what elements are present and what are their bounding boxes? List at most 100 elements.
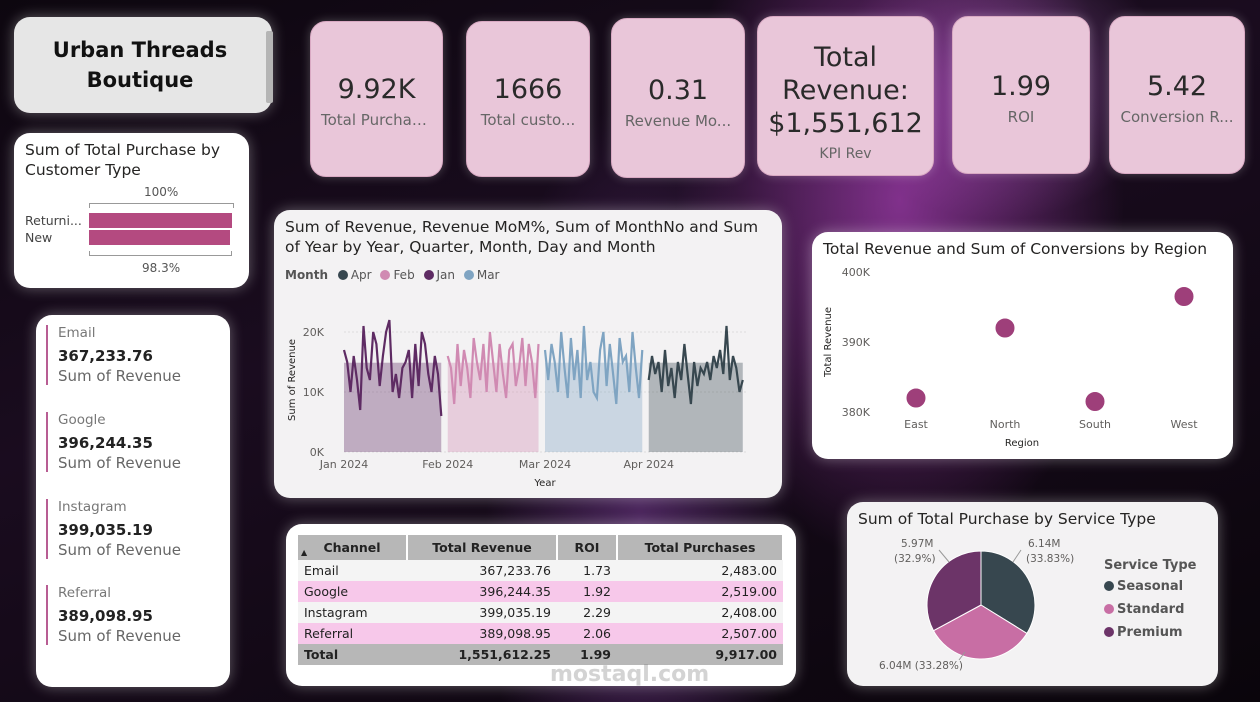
kpi-label: Total custo... bbox=[480, 111, 576, 129]
legend-label: Apr bbox=[350, 268, 372, 282]
revenue-chart-legend: Month Apr Feb Jan Mar bbox=[285, 268, 499, 282]
legend-dot-icon bbox=[1104, 581, 1114, 591]
legend-item-jan[interactable]: Jan bbox=[423, 268, 455, 282]
x-tick-label: Jan 2024 bbox=[319, 458, 368, 471]
cell-channel: Email bbox=[298, 560, 407, 581]
area-mar bbox=[545, 362, 643, 452]
pie-label-seasonal: 6.14M bbox=[1028, 538, 1060, 550]
table-row[interactable]: Email 367,233.76 1.73 2,483.00 bbox=[298, 560, 783, 581]
kpi-value: 9.92K bbox=[337, 74, 416, 105]
channel-name: Instagram bbox=[58, 499, 127, 515]
y-tick-label: 20K bbox=[303, 326, 325, 339]
pie-slice-premium bbox=[926, 550, 982, 632]
pie-legend-item-standard[interactable]: Standard bbox=[1104, 602, 1197, 617]
cell-total-revenue: 367,233.76 bbox=[407, 560, 557, 581]
region-scatter-chart-card[interactable]: Total Revenue and Sum of Conversions by … bbox=[812, 232, 1233, 459]
cell-channel: Referral bbox=[298, 623, 407, 644]
legend-label: Premium bbox=[1117, 625, 1183, 640]
kpi-total-revenue[interactable]: Total Revenue: $1,551,612 KPI Rev bbox=[757, 16, 934, 176]
line-apr bbox=[647, 325, 744, 405]
service-type-pie-card[interactable]: Sum of Total Purchase by Service Type 6.… bbox=[847, 502, 1218, 686]
channel-table: ▲ Channel Total Revenue ROI Total Purchas… bbox=[298, 535, 784, 665]
revenue-area-chart-card[interactable]: Sum of Revenue, Revenue MoM%, Sum of Mon… bbox=[274, 210, 782, 498]
legend-item-feb[interactable]: Feb bbox=[380, 268, 415, 282]
channel-sub: Sum of Revenue bbox=[58, 454, 181, 472]
legend-label: Mar bbox=[476, 268, 500, 282]
table-row[interactable]: Referral 389,098.95 2.06 2,507.00 bbox=[298, 623, 783, 644]
customer-type-bar-1[interactable] bbox=[89, 230, 230, 245]
customer-type-chart-card[interactable]: Sum of Total Purchase by Customer Type 1… bbox=[14, 133, 249, 288]
cell-total-purchases: 9,917.00 bbox=[617, 644, 783, 665]
pie-legend-item-premium[interactable]: Premium bbox=[1104, 625, 1197, 640]
legend-dot-icon bbox=[1104, 627, 1114, 637]
pie-legend-item-seasonal[interactable]: Seasonal bbox=[1104, 579, 1197, 594]
kpi-total-customers[interactable]: 1666 Total custo... bbox=[466, 21, 590, 177]
legend-label: Seasonal bbox=[1117, 579, 1184, 594]
cell-channel: Google bbox=[298, 581, 407, 602]
channel-card-instagram[interactable]: Instagram 399,035.19 Sum of Revenue bbox=[46, 499, 228, 559]
legend-dot-icon bbox=[463, 270, 474, 280]
legend-dot-icon bbox=[380, 270, 391, 280]
y-axis-title: Sum of Revenue bbox=[287, 339, 298, 421]
legend-title: Month bbox=[285, 268, 329, 282]
kpi-value: 5.42 bbox=[1146, 71, 1208, 102]
title-scrollbar[interactable] bbox=[266, 31, 273, 103]
kpi-total-purchases[interactable]: 9.92K Total Purchases bbox=[310, 21, 443, 177]
table-row[interactable]: Instagram 399,035.19 2.29 2,408.00 bbox=[298, 602, 783, 623]
kpi-value: 1.99 bbox=[990, 71, 1052, 102]
channel-sub: Sum of Revenue bbox=[58, 541, 181, 559]
watermark: mostaql.com bbox=[550, 662, 710, 687]
channel-card-email[interactable]: Email 367,233.76 Sum of Revenue bbox=[46, 325, 228, 385]
legend-item-mar[interactable]: Mar bbox=[463, 268, 500, 282]
table-row[interactable]: Google 396,244.35 1.92 2,519.00 bbox=[298, 581, 783, 602]
service-pie-plot: 6.14M (33.83%) 6.04M (33.28%) 5.97M (32.9%) bbox=[879, 538, 1074, 672]
cell-total-purchases: 2,507.00 bbox=[617, 623, 783, 644]
kpi-value: Total Revenue: $1,551,612 bbox=[768, 42, 923, 139]
customer-type-bar-0[interactable] bbox=[89, 213, 232, 228]
channel-card-google[interactable]: Google 396,244.35 Sum of Revenue bbox=[46, 412, 228, 472]
table-header-roi[interactable]: ROI bbox=[557, 535, 618, 560]
y-tick-label: 10K bbox=[303, 386, 325, 399]
table-header-total-purchases[interactable]: Total Purchases bbox=[617, 535, 784, 560]
cell-total-revenue: 399,035.19 bbox=[407, 602, 557, 623]
kpi-revenue-mom[interactable]: 0.31 Revenue Mo... bbox=[611, 18, 745, 178]
pie-legend-title: Service Type bbox=[1104, 558, 1197, 573]
legend-label: Standard bbox=[1117, 602, 1185, 617]
kpi-roi[interactable]: 1.99 ROI bbox=[952, 16, 1090, 174]
cell-total-purchases: 2,483.00 bbox=[617, 560, 783, 581]
revenue-area-plot: 0K 10K 20K Jan 2024 Feb 2024 Mar 2024 Apr 2024… bbox=[287, 319, 746, 489]
cell-roi: 2.29 bbox=[557, 602, 617, 623]
region-scatter-plot: 380K 390K 400K East North South West Region Tota… bbox=[823, 266, 1198, 449]
x-tick-label: Apr 2024 bbox=[623, 458, 674, 471]
table-header-total-revenue[interactable]: Total Revenue bbox=[407, 535, 558, 560]
page-title: Urban Threads Boutique bbox=[52, 38, 228, 92]
customer-type-bottom-label: 98.3% bbox=[142, 261, 181, 275]
x-axis-title: Year bbox=[533, 478, 556, 489]
legend-item-apr[interactable]: Apr bbox=[337, 268, 372, 282]
area-feb bbox=[447, 362, 539, 452]
region-chart-title: Total Revenue and Sum of Conversions by … bbox=[823, 240, 1208, 258]
customer-type-bottom-bracket bbox=[89, 251, 232, 256]
channel-value: 367,233.76 bbox=[58, 347, 153, 365]
cell-total-label: Total bbox=[298, 644, 407, 665]
cell-total-purchases: 2,519.00 bbox=[617, 581, 783, 602]
kpi-value: 1666 bbox=[493, 74, 563, 105]
channel-sub: Sum of Revenue bbox=[58, 367, 181, 385]
x-axis-title: Region bbox=[1005, 438, 1039, 449]
channel-name: Referral bbox=[58, 585, 112, 601]
channel-value: 399,035.19 bbox=[58, 521, 153, 539]
table-header-channel[interactable]: ▲ Channel bbox=[298, 535, 408, 560]
pie-label-standard: 6.04M (33.28%) bbox=[879, 660, 963, 672]
y-tick-label: 400K bbox=[842, 266, 871, 279]
customer-type-cat-0: Returni... bbox=[25, 213, 82, 228]
y-axis-title: Total Revenue bbox=[823, 307, 834, 378]
scatter-point-south bbox=[1084, 391, 1106, 412]
kpi-conversion-rate[interactable]: 5.42 Conversion R... bbox=[1109, 16, 1245, 174]
line-feb bbox=[446, 331, 540, 405]
channel-card-referral[interactable]: Referral 389,098.95 Sum of Revenue bbox=[46, 585, 228, 645]
x-tick-label: West bbox=[1170, 418, 1198, 431]
service-pie-title: Sum of Total Purchase by Service Type bbox=[858, 510, 1156, 528]
y-tick-label: 390K bbox=[842, 336, 871, 349]
legend-dot-icon bbox=[337, 270, 348, 280]
channel-table-card: ▲ Channel Total Revenue ROI Total Purchas… bbox=[286, 524, 796, 687]
